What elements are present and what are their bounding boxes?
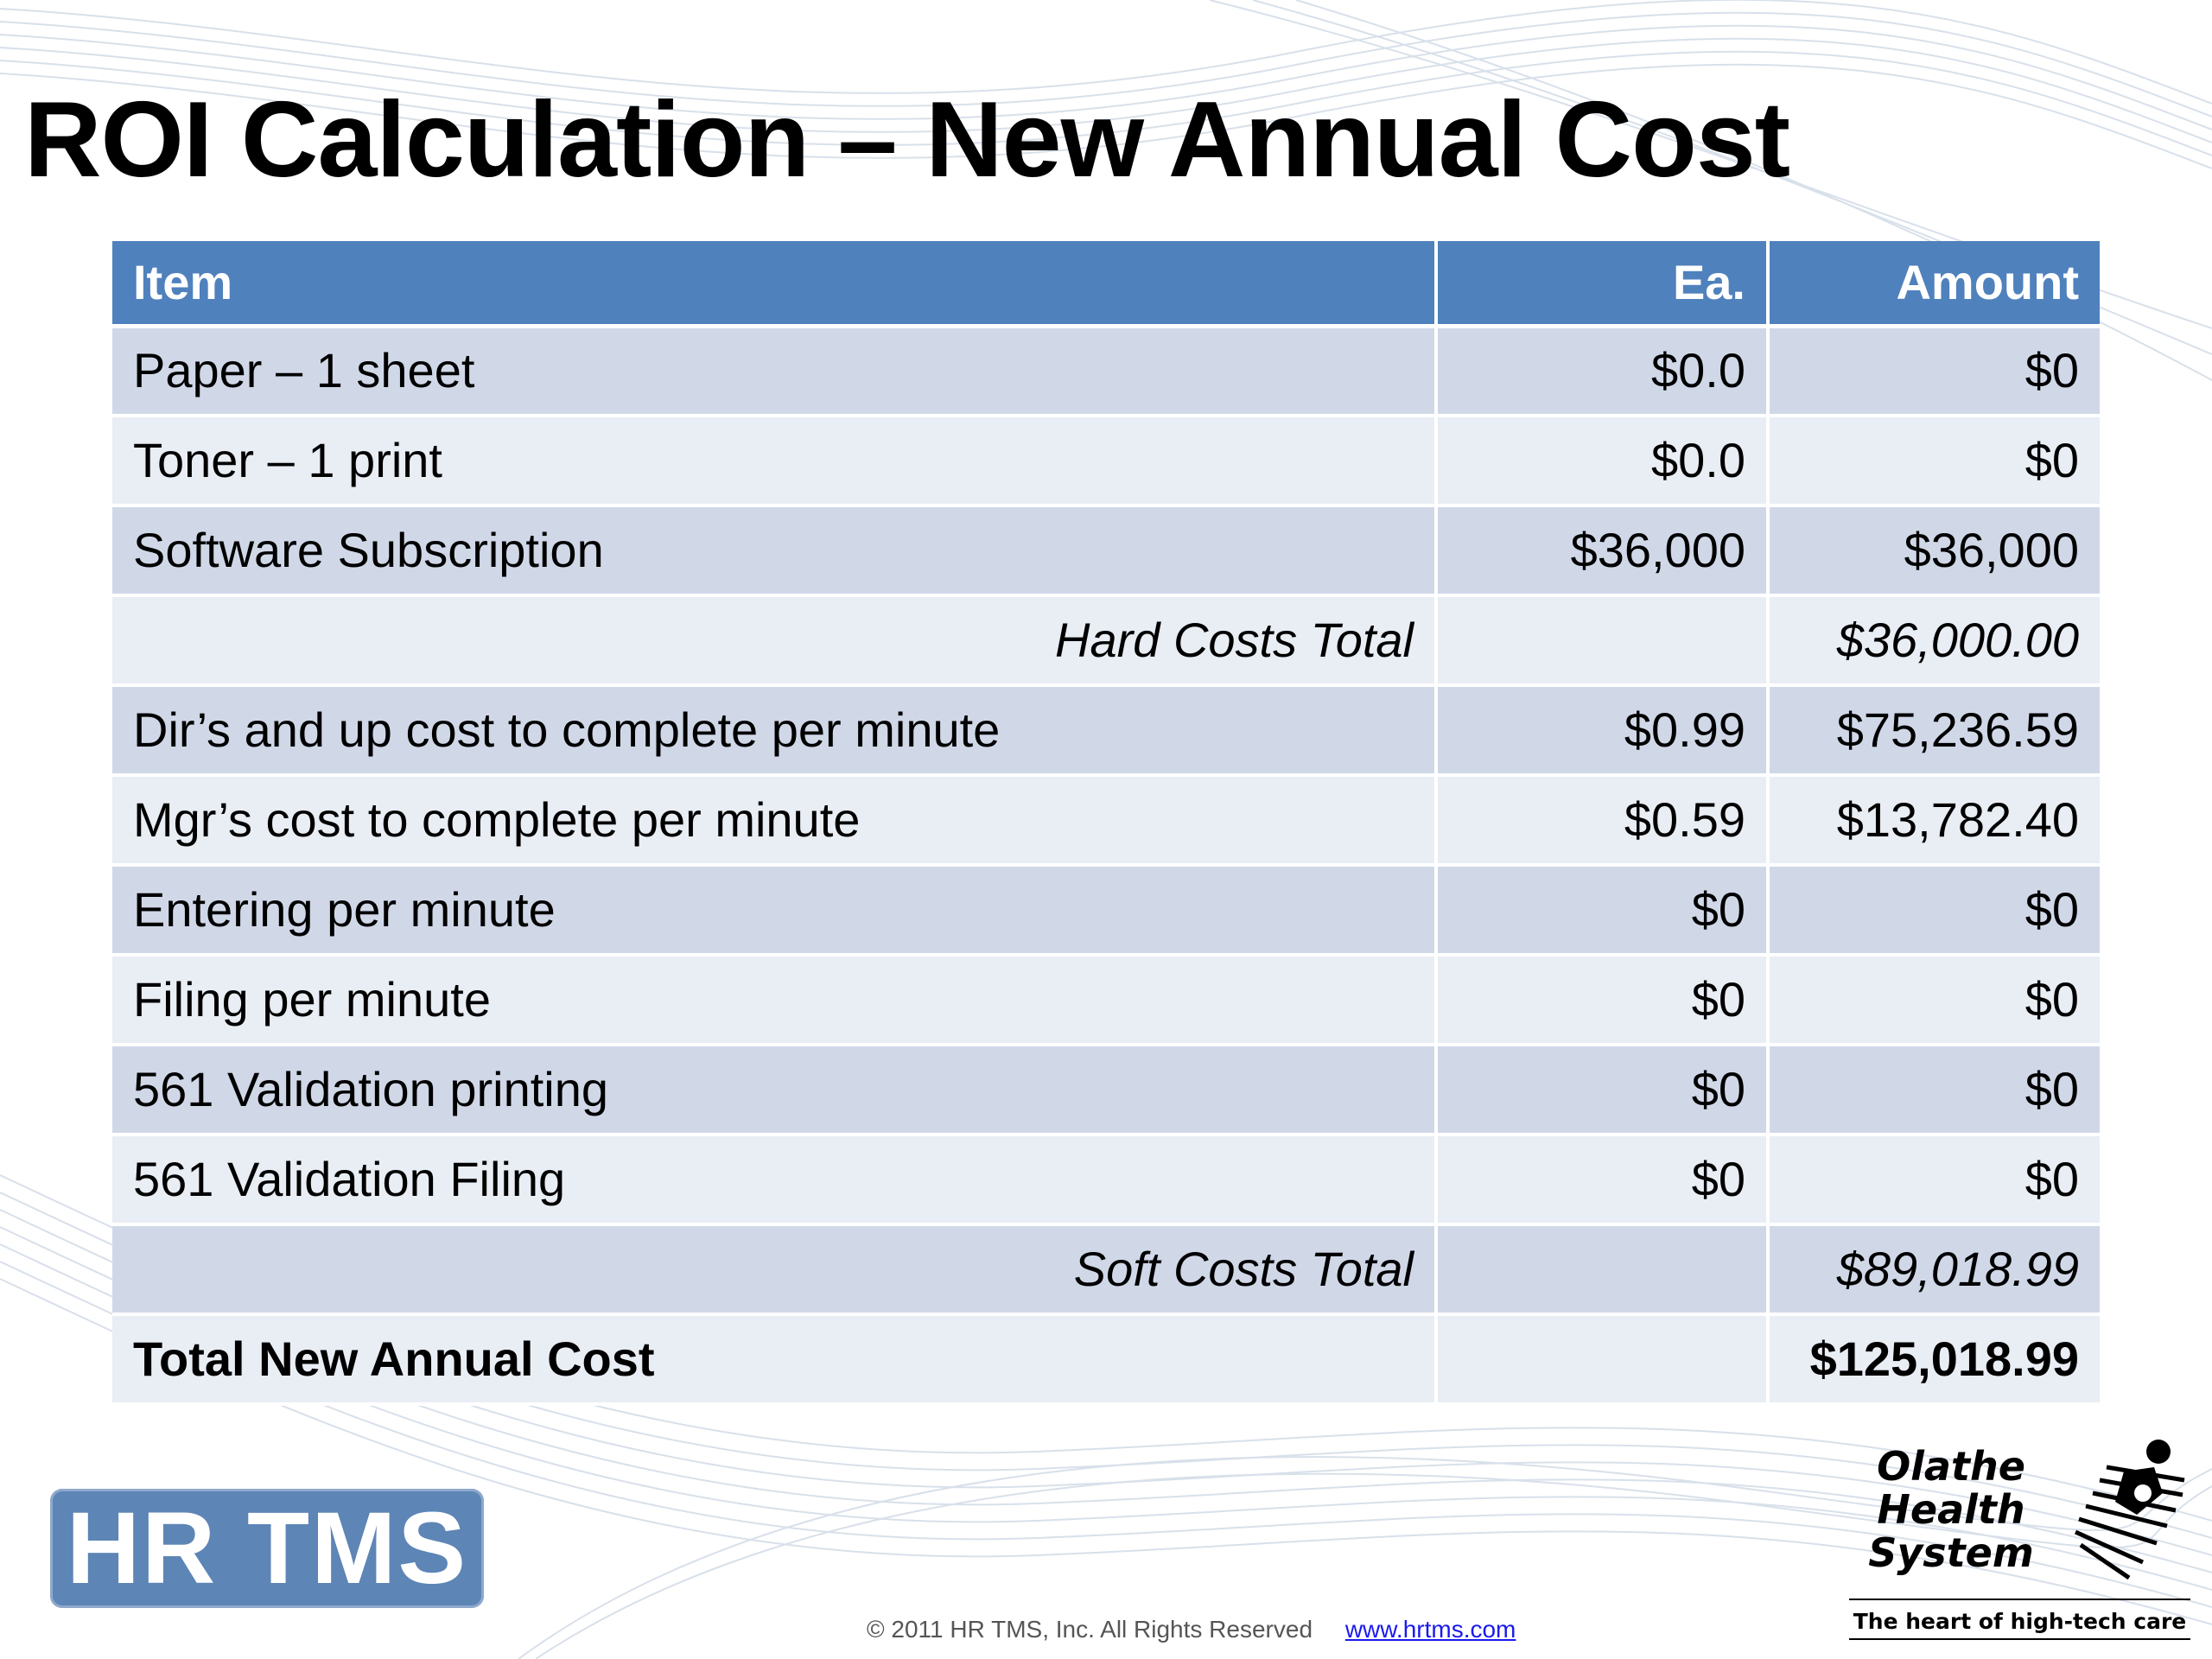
cell-item: 561 Validation printing xyxy=(112,1045,1438,1136)
cell-each: $0.0 xyxy=(1436,326,1770,417)
table-row: Filing per minute $0 $0 xyxy=(112,955,2100,1046)
cell-item: Entering per minute xyxy=(112,865,1438,957)
cell-item: 561 Validation Filing xyxy=(112,1135,1438,1226)
olathe-wordmark: Olathe Health System xyxy=(1868,1443,2034,1576)
cell-amount: $0 xyxy=(1768,865,2100,957)
olathe-emblem-icon xyxy=(2074,1440,2185,1580)
cell-amount: $125,018.99 xyxy=(1768,1314,2100,1406)
cell-item: Software Subscription xyxy=(112,505,1438,597)
grand-total-row: Total New Annual Cost $125,018.99 xyxy=(112,1314,2100,1406)
table-row: Software Subscription $36,000 $36,000 xyxy=(112,505,2100,597)
slide-title: ROI Calculation – New Annual Cost xyxy=(24,80,1790,200)
cell-item: Mgr’s cost to complete per minute xyxy=(112,775,1438,867)
hrtms-logo-text: HR TMS xyxy=(66,1491,468,1605)
cell-item: Toner – 1 print xyxy=(112,416,1438,507)
hard-costs-total-row: Hard Costs Total $36,000.00 xyxy=(112,595,2100,687)
roi-cost-table: Item Ea. Amount Paper – 1 sheet $0.0 $0 … xyxy=(112,241,2100,1406)
tagline-rule-top xyxy=(1849,1599,2190,1600)
cell-each: $0 xyxy=(1436,1135,1770,1226)
cell-item: Soft Costs Total xyxy=(112,1224,1438,1316)
cell-item: Filing per minute xyxy=(112,955,1438,1046)
cell-amount: $0 xyxy=(1768,1135,2100,1226)
cell-each: $0.59 xyxy=(1436,775,1770,867)
table-row: Entering per minute $0 $0 xyxy=(112,865,2100,957)
table-header-row: Item Ea. Amount xyxy=(112,241,2100,328)
table-row: Mgr’s cost to complete per minute $0.59 … xyxy=(112,775,2100,867)
cell-each: $0 xyxy=(1436,955,1770,1046)
soft-costs-total-row: Soft Costs Total $89,018.99 xyxy=(112,1224,2100,1316)
header-item: Item xyxy=(112,241,1438,328)
header-amount: Amount xyxy=(1768,241,2100,328)
header-each: Ea. xyxy=(1436,241,1770,328)
cell-each: $0.0 xyxy=(1436,416,1770,507)
cell-amount: $36,000.00 xyxy=(1768,595,2100,687)
cell-amount: $0 xyxy=(1768,416,2100,507)
table-row: 561 Validation Filing $0 $0 xyxy=(112,1135,2100,1226)
cell-amount: $75,236.59 xyxy=(1768,685,2100,777)
website-link[interactable]: www.hrtms.com xyxy=(1344,1616,1516,1643)
cell-each: $36,000 xyxy=(1436,505,1770,597)
cell-each xyxy=(1436,1314,1770,1406)
footer: © 2011 HR TMS, Inc. All Rights Reserved … xyxy=(867,1616,1516,1643)
cell-amount: $89,018.99 xyxy=(1768,1224,2100,1316)
olathe-health-logo: Olathe Health System The heart of high-t… xyxy=(1849,1426,2195,1642)
cell-each xyxy=(1436,1224,1770,1316)
table-row: 561 Validation printing $0 $0 xyxy=(112,1045,2100,1136)
cell-item: Dir’s and up cost to complete per minute xyxy=(112,685,1438,777)
table-row: Dir’s and up cost to complete per minute… xyxy=(112,685,2100,777)
table-row: Paper – 1 sheet $0.0 $0 xyxy=(112,326,2100,417)
cell-each: $0.99 xyxy=(1436,685,1770,777)
cell-item: Total New Annual Cost xyxy=(112,1314,1438,1406)
hrtms-logo: HR TMS xyxy=(50,1489,484,1608)
copyright-text: © 2011 HR TMS, Inc. All Rights Reserved xyxy=(867,1616,1313,1643)
table-row: Toner – 1 print $0.0 $0 xyxy=(112,416,2100,507)
cell-each: $0 xyxy=(1436,865,1770,957)
cell-amount: $0 xyxy=(1768,955,2100,1046)
cell-item: Hard Costs Total xyxy=(112,595,1438,687)
cell-amount: $13,782.40 xyxy=(1768,775,2100,867)
cell-item: Paper – 1 sheet xyxy=(112,326,1438,417)
tagline-rule-bottom xyxy=(1849,1638,2190,1640)
cell-amount: $0 xyxy=(1768,1045,2100,1136)
cell-each: $0 xyxy=(1436,1045,1770,1136)
cell-each xyxy=(1436,595,1770,687)
cell-amount: $0 xyxy=(1768,326,2100,417)
cell-amount: $36,000 xyxy=(1768,505,2100,597)
olathe-tagline: The heart of high-tech care xyxy=(1853,1609,2187,1634)
